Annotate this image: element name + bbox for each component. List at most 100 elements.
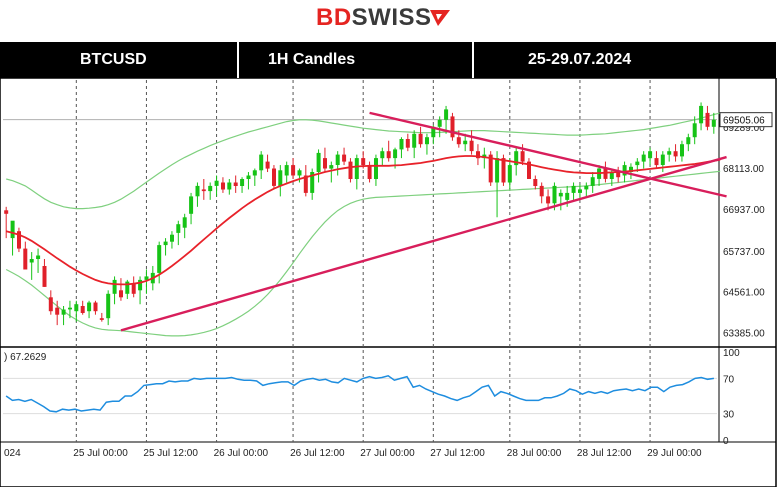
trendline-resistance <box>369 111 727 198</box>
candle-body <box>93 302 98 312</box>
price-tick-label: 63385.00 <box>723 329 765 340</box>
candle-body <box>4 210 9 214</box>
candle-body <box>259 154 264 171</box>
moving-average <box>5 155 721 286</box>
candle-body <box>488 154 493 183</box>
brand-flag-icon <box>430 10 450 26</box>
candle-body <box>405 139 410 148</box>
time-tick-label: 29 Jul 00:00 <box>647 448 702 459</box>
price-tick-label: 68113.00 <box>723 164 764 175</box>
candle-body <box>182 217 187 228</box>
brand-name: BDSWISS <box>316 4 432 32</box>
candle-body <box>412 133 417 148</box>
candle-body <box>431 126 436 138</box>
time-tick-label: 28 Jul 00:00 <box>507 448 562 459</box>
candle-body <box>74 304 79 312</box>
candle-body <box>533 179 538 186</box>
candle-body <box>297 170 302 176</box>
rsi-tick-label: 70 <box>723 374 735 385</box>
candle-body <box>476 151 480 159</box>
candle-body <box>546 196 551 204</box>
bollinger-bands <box>5 112 721 337</box>
last-price-tag <box>719 112 773 128</box>
candle-body <box>61 309 66 315</box>
candle-body <box>189 196 194 214</box>
candle-body <box>648 151 653 159</box>
header-timeframe: 1H Candles <box>268 51 356 68</box>
candle-body <box>131 283 136 294</box>
candle-body <box>23 248 28 270</box>
candle-body <box>208 185 213 192</box>
candle-body <box>221 182 225 190</box>
price-tick-label: 66937.00 <box>723 205 765 216</box>
rsi-tick-label: 100 <box>723 348 740 359</box>
candle-body <box>699 105 704 124</box>
candle-body <box>654 158 659 166</box>
time-tick-label: 27 Jul 12:00 <box>430 448 485 459</box>
candle-body <box>303 175 308 193</box>
candle-body <box>99 318 104 320</box>
header-bar: BTCUSD 1H Candles 25-29.07.2024 <box>0 42 776 78</box>
candle-body <box>501 158 506 183</box>
candle-body <box>437 119 442 127</box>
candle-body <box>246 175 251 179</box>
candle-body <box>450 116 455 138</box>
candle-body <box>527 161 531 179</box>
brand-name-part1: BD <box>316 4 352 31</box>
candle-body <box>393 149 398 159</box>
candle-body <box>125 281 130 294</box>
candle-body <box>323 158 327 169</box>
candle-body <box>195 185 200 197</box>
rsi-title: ) 67.2629 <box>4 352 47 363</box>
price-tick-label: 64561.00 <box>723 288 765 299</box>
candle-body <box>329 165 334 169</box>
candle-body <box>520 151 525 162</box>
candle-body <box>176 224 181 233</box>
candle-body <box>386 151 391 159</box>
candle-body <box>609 172 614 179</box>
candle-body <box>17 231 21 249</box>
rsi-tick-label: 30 <box>723 410 735 421</box>
candle-body <box>399 139 404 150</box>
candle-body <box>214 180 219 186</box>
candle-body <box>42 266 47 287</box>
candle-body <box>635 161 640 166</box>
price-axis: 69289.00 68113.00 66937.00 65737.00 64561.00… <box>719 112 773 340</box>
candle-body <box>584 185 589 190</box>
time-tick-label: 024 <box>4 448 21 459</box>
candle-body <box>112 279 117 294</box>
candle-body <box>284 165 289 176</box>
candle-body <box>622 165 627 176</box>
candle-body <box>348 161 353 179</box>
brand-name-part2: SWISS <box>351 4 432 31</box>
candle-body <box>335 154 340 165</box>
candle-body <box>354 158 359 179</box>
candle-body <box>80 306 85 313</box>
candle-body <box>361 158 366 166</box>
candle-body <box>157 245 162 273</box>
candle-body <box>711 119 716 127</box>
candle-body <box>265 161 270 169</box>
candle-body <box>291 165 296 176</box>
candle-body <box>641 154 646 162</box>
candle-body <box>36 255 41 259</box>
candle-body <box>456 137 461 145</box>
candle-body <box>565 192 570 200</box>
candle-body <box>10 220 15 239</box>
header-date-range: 25-29.07.2024 <box>528 51 632 68</box>
candle-body <box>667 151 672 155</box>
time-tick-label: 28 Jul 12:00 <box>577 448 632 459</box>
bollinger-lower-line <box>5 170 721 337</box>
candle-body <box>660 154 665 165</box>
candle-body <box>558 192 563 197</box>
candle-body <box>342 154 347 162</box>
candle-body <box>170 234 174 242</box>
candle-body <box>252 170 257 176</box>
candle-body <box>686 137 691 145</box>
candle-body <box>144 276 149 280</box>
trendline-support <box>120 155 727 332</box>
price-tick-label: 69289.00 <box>723 123 765 134</box>
candle-body <box>418 133 423 145</box>
candle-body <box>29 259 34 263</box>
candle-body <box>616 172 621 178</box>
